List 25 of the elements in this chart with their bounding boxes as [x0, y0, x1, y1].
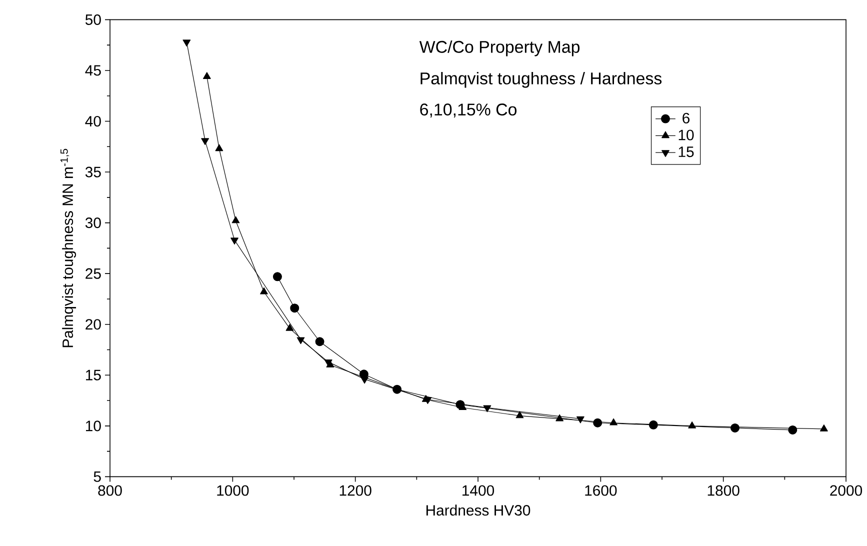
y-tick-label: 45 — [85, 65, 101, 76]
y-tick-label: 5 — [94, 471, 101, 482]
x-tick-label: 2000 — [830, 485, 862, 496]
x-axis-title: Hardness HV30 — [426, 504, 530, 516]
x-tick-label: 1000 — [217, 485, 249, 496]
y-axis-title: Palmqvist toughness MN m$^{-1,5}$ — [60, 148, 76, 348]
y-tick-label: 20 — [86, 319, 101, 330]
x-tick-label: 1800 — [708, 485, 740, 496]
y-tick-label: 25 — [86, 268, 101, 279]
text: WC/Co Property Map — [419, 40, 580, 56]
annotation: 6,10,15% Co — [420, 104, 516, 118]
y-tick-label: 40 — [85, 116, 101, 127]
y-tick-label: 50 — [85, 14, 101, 25]
text: Palmqvist toughness / Hardness — [420, 72, 662, 88]
x-tick-label: 1600 — [585, 485, 617, 496]
y-tick-label: 35 — [85, 166, 101, 178]
y-tick-label: 15 — [86, 370, 101, 380]
y-tick-label: 10 — [86, 420, 101, 432]
x-tick-label: 1400 — [462, 485, 494, 496]
x-tick-label: 800 — [98, 485, 122, 496]
legend-label: 15 — [678, 146, 694, 158]
y-tick-label: 30 — [85, 218, 101, 228]
x-tick-label: 1200 — [340, 485, 372, 496]
legend-label: 6 — [682, 112, 690, 124]
legend-label: 10 — [678, 130, 694, 140]
